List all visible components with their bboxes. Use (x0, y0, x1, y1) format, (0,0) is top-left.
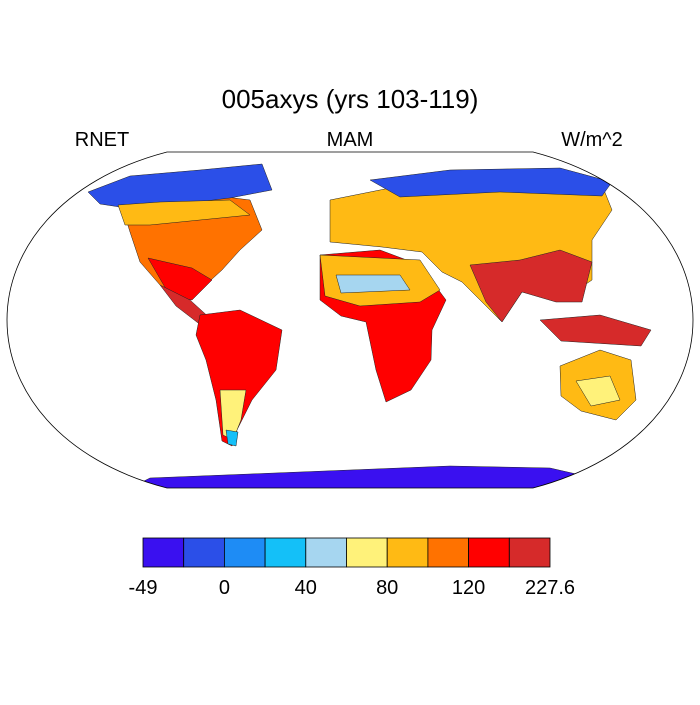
colorbar: -49 0 40 80 120 227.6 (129, 537, 575, 599)
colorbar-box (508, 537, 551, 568)
colorbar-label: 120 (452, 577, 485, 599)
colorbar-box (183, 537, 225, 568)
colorbar-label: 0 (219, 577, 230, 599)
land-region (129, 465, 586, 488)
colorbar-box (223, 537, 266, 568)
land-region (469, 249, 593, 323)
colorbar-label: 80 (376, 577, 398, 599)
left-string: RNET (75, 129, 129, 151)
land-region (369, 167, 613, 198)
land-region (219, 389, 247, 441)
colorbar-box (386, 537, 429, 568)
land-region (117, 199, 251, 226)
land-region (335, 274, 411, 294)
colorbar-box (264, 537, 307, 568)
colorbar-box (142, 537, 185, 568)
colorbar-box (346, 537, 388, 568)
land-region (575, 375, 621, 407)
land-region (539, 314, 652, 347)
colorbar-box (427, 537, 469, 568)
colorbar-box (305, 537, 347, 568)
right-string: W/m^2 (561, 129, 623, 151)
colorbar-label: 227.6 (525, 577, 575, 599)
land-field (87, 163, 652, 488)
map-outline (6, 151, 694, 489)
title: 005axys (yrs 103-119) (222, 84, 479, 114)
colorbar-label: 40 (295, 577, 317, 599)
colorbar-label: -49 (129, 577, 158, 599)
land-region (225, 429, 239, 447)
center-string: MAM (327, 129, 374, 151)
colorbar-box (468, 537, 510, 568)
